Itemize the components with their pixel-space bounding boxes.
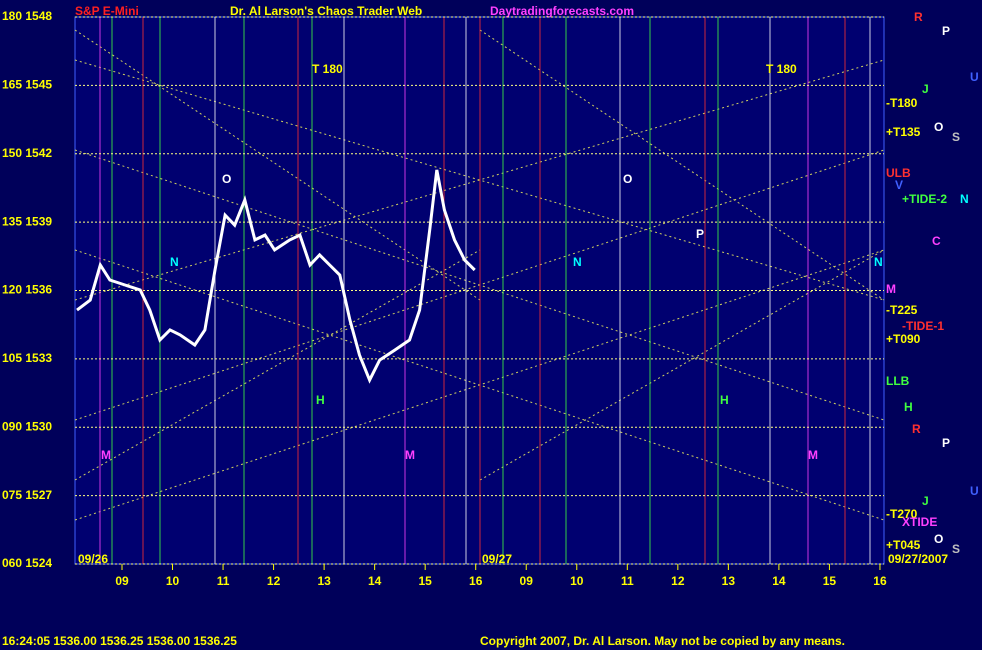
- annotation: P: [696, 227, 704, 241]
- x-tick-label: 11: [621, 574, 634, 588]
- right-label: +T090: [886, 332, 921, 346]
- right-label: +T135: [886, 125, 921, 139]
- right-label: LLB: [886, 374, 910, 388]
- annotation: M: [101, 448, 111, 462]
- x-tick-label: 09: [520, 574, 534, 588]
- x-tick-label: 13: [317, 574, 331, 588]
- quote: 16:24:05 1536.00 1536.25 1536.00 1536.25: [2, 634, 237, 648]
- annotation: M: [405, 448, 415, 462]
- x-tick-label: 09: [115, 574, 129, 588]
- x-tick-label: 15: [418, 574, 432, 588]
- right-label: -TIDE-1: [902, 319, 944, 333]
- y-tick-label: 180 1548: [2, 9, 52, 23]
- date-label: 09/26: [78, 552, 108, 566]
- annotation: N: [170, 255, 179, 269]
- x-tick-label: 16: [469, 574, 483, 588]
- planet-label: C: [932, 234, 941, 248]
- date-label: 09/27/2007: [888, 552, 948, 566]
- right-label: ULB: [886, 166, 911, 180]
- price-line: [76, 169, 476, 384]
- planet-label: R: [914, 10, 923, 24]
- annotation: N: [874, 255, 883, 269]
- planet-label: R: [912, 422, 921, 436]
- planet-label: U: [970, 70, 979, 84]
- planet-label: P: [942, 24, 950, 38]
- planet-label: P: [942, 436, 950, 450]
- y-tick-label: 150 1542: [2, 146, 52, 160]
- right-label: +T045: [886, 538, 921, 552]
- annotation: T 180: [766, 62, 797, 76]
- decor-line: [479, 29, 885, 301]
- right-label: M: [886, 282, 896, 296]
- date-label: 09/27: [482, 552, 512, 566]
- annotation: H: [316, 393, 325, 407]
- planet-label: V: [895, 178, 903, 192]
- x-tick-label: 15: [823, 574, 837, 588]
- planet-label: O: [934, 532, 943, 546]
- y-tick-label: 105 1533: [2, 351, 52, 365]
- x-tick-label: 12: [267, 574, 281, 588]
- x-tick-label: 14: [368, 574, 382, 588]
- y-tick-label: 135 1539: [2, 214, 52, 228]
- right-label: -T270: [886, 507, 918, 521]
- annotation: T 180: [312, 62, 343, 76]
- planet-label: J: [922, 494, 929, 508]
- right-label: -T225: [886, 303, 918, 317]
- annotation: H: [720, 393, 729, 407]
- annotation: N: [573, 255, 582, 269]
- chart-title: Dr. Al Larson's Chaos Trader Web: [230, 4, 422, 18]
- right-label: +TIDE-2: [902, 192, 947, 206]
- annotation: M: [808, 448, 818, 462]
- x-tick-label: 13: [722, 574, 736, 588]
- x-tick-label: 11: [217, 574, 230, 588]
- x-tick-label: 16: [873, 574, 887, 588]
- planet-label: S: [952, 130, 960, 144]
- annotation: O: [222, 172, 231, 186]
- x-tick-label: 12: [671, 574, 685, 588]
- y-tick-label: 120 1536: [2, 283, 52, 297]
- site: Daytradingforecasts.com: [490, 4, 634, 18]
- planet-label: O: [934, 120, 943, 134]
- y-tick-label: 075 1527: [2, 488, 52, 502]
- planet-label: S: [952, 542, 960, 556]
- annotation: O: [623, 172, 632, 186]
- right-label: XTIDE: [902, 515, 937, 529]
- y-tick-label: 060 1524: [2, 556, 52, 570]
- y-tick-label: 090 1530: [2, 419, 52, 433]
- copyright: Copyright 2007, Dr. Al Larson. May not b…: [480, 634, 845, 648]
- planet-label: U: [970, 484, 979, 498]
- x-tick-label: 10: [570, 574, 584, 588]
- x-tick-label: 14: [772, 574, 786, 588]
- planet-label: H: [904, 400, 913, 414]
- planet-label: N: [960, 192, 969, 206]
- planet-label: J: [922, 82, 929, 96]
- y-tick-label: 165 1545: [2, 78, 52, 92]
- instrument: S&P E-Mini: [75, 4, 139, 18]
- x-tick-label: 10: [166, 574, 180, 588]
- right-label: -T180: [886, 96, 918, 110]
